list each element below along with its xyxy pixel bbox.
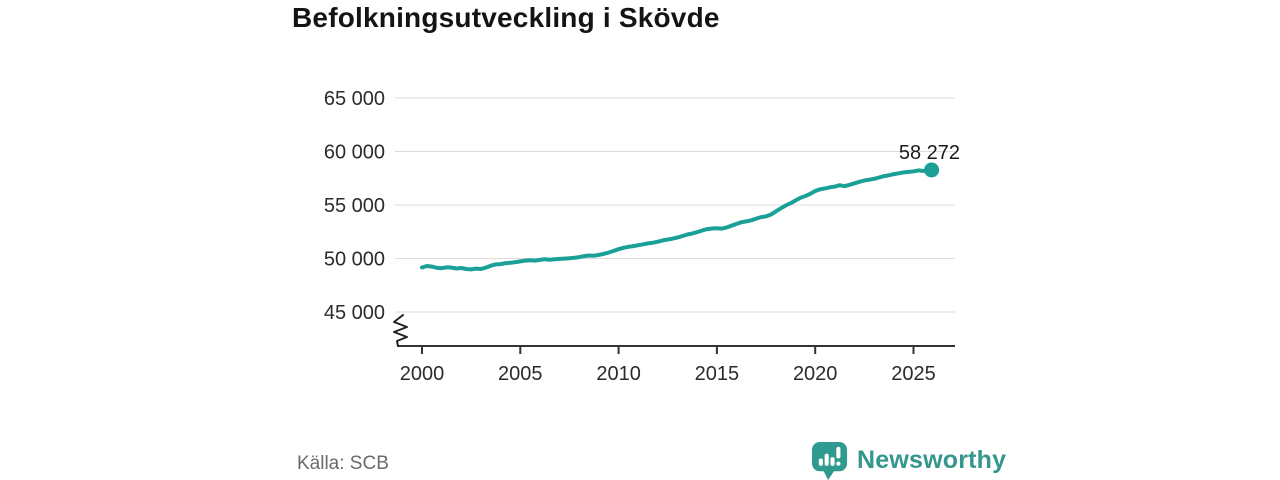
axis-break-icon: [393, 314, 408, 347]
x-axis-tick-label: 2015: [695, 363, 740, 385]
newsworthy-logo: Newsworthy: [811, 441, 1006, 480]
x-axis-tick-label: 2020: [793, 363, 838, 385]
bar-chart-speech-bubble-icon: [811, 441, 848, 480]
y-axis-tick-label: 45 000: [324, 302, 385, 324]
y-axis-tick-label: 65 000: [324, 88, 385, 110]
population-line: [420, 168, 934, 272]
latest-value-dot: [924, 162, 940, 178]
y-axis-tick-label: 55 000: [324, 195, 385, 217]
chart-title: Befolkningsutveckling i Skövde: [292, 2, 720, 33]
newsworthy-wordmark: Newsworthy: [857, 446, 1007, 474]
x-axis-tick-label: 2025: [891, 363, 936, 385]
y-axis-tick-label: 50 000: [324, 249, 385, 271]
x-axis-tick-label: 2010: [596, 363, 641, 385]
x-axis-tick-label: 2005: [498, 363, 543, 385]
latest-value-label: 58 272: [899, 142, 960, 164]
x-axis-tick-label: 2000: [400, 363, 445, 385]
source-note: Källa: SCB: [297, 453, 389, 474]
y-axis-tick-label: 60 000: [324, 142, 385, 164]
